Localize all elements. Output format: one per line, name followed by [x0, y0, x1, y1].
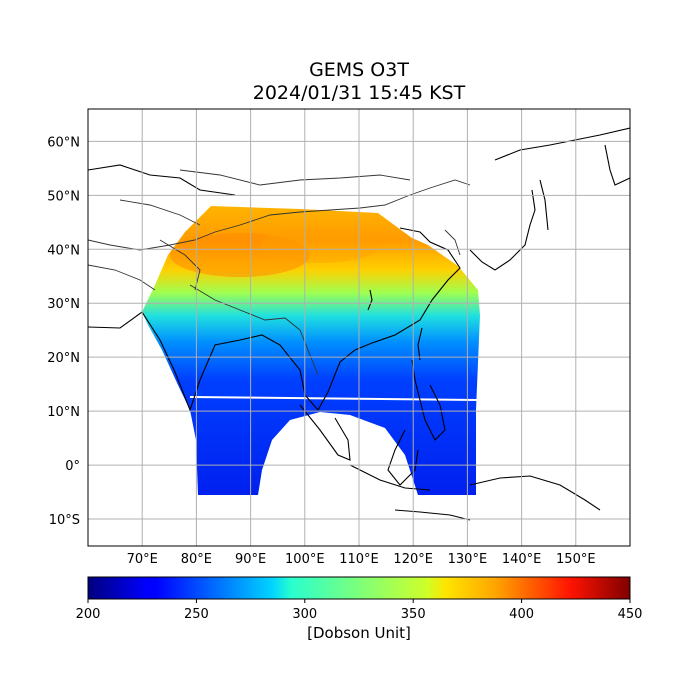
colorbar-label: [Dobson Unit]: [307, 624, 411, 642]
latitude-tick-label: 20°N: [47, 351, 80, 366]
map-frame: [87, 108, 631, 547]
latitude-tick-label: 50°N: [47, 189, 80, 204]
longitude-tick-label: 90°E: [235, 552, 266, 567]
latitude-tick-label: 10°S: [49, 513, 80, 528]
longitude-tick-label: 100°E: [285, 552, 325, 567]
coastlines: [88, 127, 630, 521]
colorbar-tick-label: 450: [618, 607, 643, 622]
ozone-swath: [142, 206, 480, 495]
latitude-tick-label: 0°: [65, 459, 80, 474]
longitude-tick-label: 110°E: [339, 552, 379, 567]
map-subtitle: 2024/01/31 15:45 KST: [252, 82, 466, 104]
colorbar-tick-label: 200: [76, 607, 101, 622]
colorbar: [87, 576, 631, 600]
latitude-tick-label: 30°N: [47, 297, 80, 312]
colorbar-tick-label: 250: [184, 607, 209, 622]
map-title: GEMS O3T: [309, 59, 409, 81]
colorbar-tick-label: 300: [292, 607, 317, 622]
longitude-tick-label: 80°E: [181, 552, 212, 567]
gridlines: [88, 109, 630, 546]
longitude-tick-label: 140°E: [502, 552, 542, 567]
country-borders: [88, 169, 471, 376]
latitude-labels: 60°N 50°N 40°N 30°N 20°N 10°N 0° 10°S: [47, 135, 80, 528]
longitude-tick-label: 120°E: [393, 552, 433, 567]
longitude-tick-label: 150°E: [556, 552, 596, 567]
latitude-tick-label: 40°N: [47, 243, 80, 258]
longitude-tick-label: 70°E: [127, 552, 158, 567]
latitude-tick-label: 60°N: [47, 135, 80, 150]
colorbar-tick-label: 400: [509, 607, 534, 622]
latitude-tick-label: 10°N: [47, 405, 80, 420]
longitude-tick-label: 130°E: [448, 552, 488, 567]
high-ozone-area: [170, 233, 310, 277]
longitude-labels: 70°E 80°E 90°E 100°E 110°E 120°E 130°E 140°E 150…: [127, 552, 596, 567]
high-ozone-area-east: [260, 227, 380, 263]
colorbar-tick-label: 350: [401, 607, 426, 622]
scan-gap: [189, 396, 478, 401]
colorbar-ticks: 200 250 300 350 400 450: [76, 599, 643, 622]
map-plot-area: [88, 127, 630, 521]
